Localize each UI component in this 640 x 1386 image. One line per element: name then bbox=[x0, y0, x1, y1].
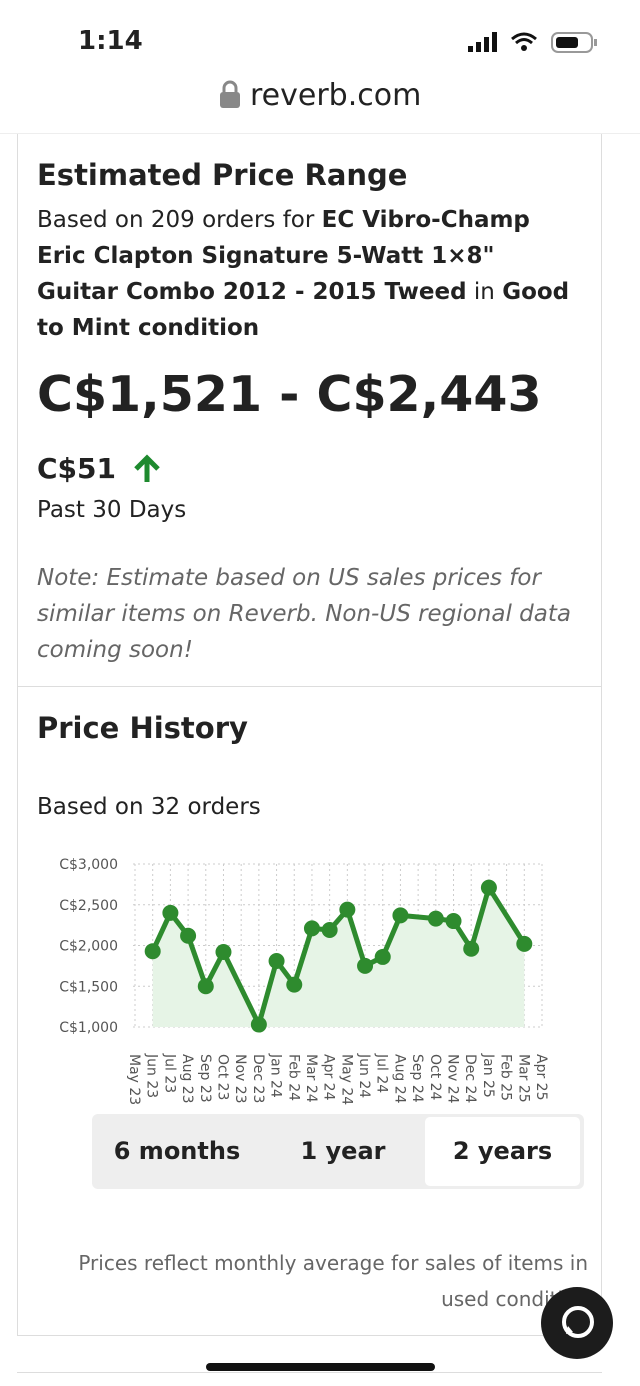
data-point bbox=[250, 1016, 267, 1033]
range-toggle: 6 months 1 year 2 years bbox=[92, 1114, 584, 1189]
data-point bbox=[162, 904, 179, 921]
x-tick-label: Jun 24 bbox=[356, 1053, 372, 1098]
x-tick-label: Apr 24 bbox=[321, 1054, 337, 1101]
y-tick-label: C$1,500 bbox=[59, 979, 118, 995]
data-point bbox=[357, 957, 374, 974]
area bbox=[152, 887, 525, 1027]
x-tick-label: Sep 24 bbox=[409, 1054, 425, 1103]
history-subtitle: Based on 32 orders bbox=[37, 794, 261, 820]
data-point bbox=[463, 940, 480, 957]
data-point bbox=[321, 922, 338, 939]
x-tick-label: Feb 24 bbox=[285, 1054, 301, 1101]
next-card-edge bbox=[17, 1372, 602, 1373]
x-tick-label: Nov 24 bbox=[445, 1054, 461, 1104]
x-tick-label: Jun 23 bbox=[144, 1053, 160, 1098]
x-tick-label: Mar 25 bbox=[515, 1054, 531, 1103]
divider bbox=[0, 133, 640, 134]
estimate-title: Estimated Price Range bbox=[37, 158, 408, 192]
data-point bbox=[427, 910, 444, 927]
x-tick-label: Oct 23 bbox=[214, 1054, 230, 1100]
data-point bbox=[516, 935, 533, 952]
data-point bbox=[339, 901, 356, 918]
condition: Good to Mint condition bbox=[37, 279, 570, 341]
range-button[interactable]: 6 months bbox=[113, 1137, 241, 1165]
x-tick-label: Jan 25 bbox=[480, 1053, 496, 1098]
note: Note: Estimate based on US sales prices … bbox=[37, 565, 571, 663]
x-tick-label: Oct 24 bbox=[427, 1054, 443, 1101]
x-tick-label: Jul 23 bbox=[161, 1053, 177, 1093]
data-point bbox=[286, 976, 303, 993]
price-chart: C$1,000 C$1,500 C$2,000 C$2,500 C$3,000 May 2… bbox=[59, 857, 549, 1105]
x-tick-label: Apr 25 bbox=[533, 1054, 549, 1100]
chat-button[interactable] bbox=[541, 1287, 614, 1360]
range-button-selected[interactable]: 2 years bbox=[425, 1117, 580, 1186]
url[interactable]: reverb.com bbox=[250, 78, 422, 113]
footnote: Prices reflect monthly average for sales… bbox=[78, 1251, 588, 1311]
data-point bbox=[268, 952, 285, 969]
time: 1:14 bbox=[78, 26, 143, 56]
y-tick-label: C$1,000 bbox=[59, 1020, 118, 1036]
x-tick-label: Aug 24 bbox=[391, 1054, 407, 1104]
y-tick-label: C$2,000 bbox=[59, 939, 118, 955]
x-tick-label: Nov 23 bbox=[232, 1054, 248, 1104]
data-point bbox=[445, 913, 462, 930]
x-tick-label: May 23 bbox=[126, 1054, 142, 1105]
y-tick-label: C$3,000 bbox=[59, 857, 118, 873]
x-tick-label: Sep 23 bbox=[197, 1054, 213, 1103]
period: Past 30 Days bbox=[37, 497, 187, 523]
x-tick-label: Feb 25 bbox=[498, 1054, 514, 1101]
data-point bbox=[374, 948, 391, 965]
x-tick-label: Aug 23 bbox=[179, 1054, 195, 1104]
x-tick-label: Dec 23 bbox=[250, 1054, 266, 1103]
price-range: C$1,521 - C$2,443 bbox=[37, 366, 542, 423]
x-tick-label: Jul 24 bbox=[374, 1053, 390, 1093]
x-tick-label: Mar 24 bbox=[303, 1054, 319, 1103]
data-point bbox=[180, 927, 197, 944]
data-point bbox=[144, 943, 161, 960]
status-icons bbox=[468, 32, 597, 53]
x-tick-label: Dec 24 bbox=[462, 1054, 478, 1103]
data-point bbox=[215, 944, 232, 961]
lock-icon bbox=[220, 80, 240, 108]
price-change: C$51 bbox=[37, 452, 116, 485]
data-point bbox=[303, 920, 320, 937]
x-tick-label: May 24 bbox=[338, 1054, 354, 1105]
product: EC Vibro-Champ Eric Clapton Signature 5-… bbox=[37, 207, 530, 305]
data-point bbox=[392, 907, 409, 924]
history-card: Price History Based on 32 orders 6 month… bbox=[17, 686, 602, 1336]
history-title: Price History bbox=[37, 711, 248, 745]
range-button[interactable]: 1 year bbox=[300, 1137, 386, 1165]
intro: Based on 209 orders for bbox=[37, 207, 315, 233]
up-arrow bbox=[134, 454, 160, 482]
connector: in bbox=[473, 279, 495, 305]
data-point bbox=[197, 978, 214, 995]
estimate-description: Based on 209 orders for EC Vibro-Champ E… bbox=[37, 202, 582, 346]
data-point bbox=[480, 879, 497, 896]
estimate-card: Estimated Price Range Based on 209 order… bbox=[17, 134, 602, 687]
home-indicator bbox=[206, 1363, 435, 1371]
x-tick-label: Jan 24 bbox=[268, 1053, 284, 1098]
y-tick-label: C$2,500 bbox=[59, 898, 118, 914]
